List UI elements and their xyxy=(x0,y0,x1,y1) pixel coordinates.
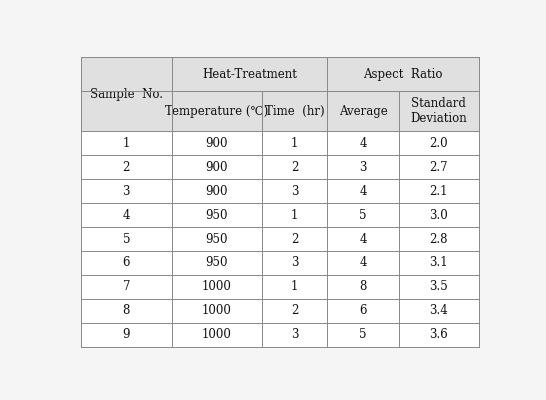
Bar xyxy=(81,275,479,299)
Text: 2: 2 xyxy=(291,304,299,317)
Text: 4: 4 xyxy=(359,185,367,198)
Text: 2: 2 xyxy=(291,161,299,174)
Text: Aspect  Ratio: Aspect Ratio xyxy=(363,68,443,81)
Text: 3: 3 xyxy=(291,256,299,270)
Text: 3.0: 3.0 xyxy=(430,209,448,222)
Text: 2.7: 2.7 xyxy=(430,161,448,174)
Bar xyxy=(81,179,479,203)
Bar xyxy=(81,203,479,227)
Bar xyxy=(81,227,479,251)
Text: 1000: 1000 xyxy=(202,328,232,341)
Text: 1: 1 xyxy=(291,280,299,294)
Text: Sample  No.: Sample No. xyxy=(90,88,163,101)
Text: Time  (hr): Time (hr) xyxy=(265,105,324,118)
Text: 2: 2 xyxy=(123,161,130,174)
Text: 7: 7 xyxy=(122,280,130,294)
Bar xyxy=(327,57,479,92)
Text: 3.4: 3.4 xyxy=(430,304,448,317)
Text: 1: 1 xyxy=(123,137,130,150)
Text: 2: 2 xyxy=(291,232,299,246)
Text: 2.8: 2.8 xyxy=(430,232,448,246)
Text: 6: 6 xyxy=(359,304,367,317)
Text: 4: 4 xyxy=(359,137,367,150)
Text: 950: 950 xyxy=(206,209,228,222)
Bar xyxy=(81,131,479,155)
Text: 5: 5 xyxy=(359,209,367,222)
Text: 950: 950 xyxy=(206,256,228,270)
Text: 4: 4 xyxy=(359,256,367,270)
Text: 3.5: 3.5 xyxy=(430,280,448,294)
Text: 5: 5 xyxy=(359,328,367,341)
Text: Average: Average xyxy=(339,105,388,118)
Text: 8: 8 xyxy=(123,304,130,317)
Text: 6: 6 xyxy=(122,256,130,270)
Text: Temperature (℃): Temperature (℃) xyxy=(165,105,269,118)
Text: 3: 3 xyxy=(359,161,367,174)
Text: 2.0: 2.0 xyxy=(430,137,448,150)
Bar xyxy=(171,92,262,131)
Text: 4: 4 xyxy=(122,209,130,222)
Bar xyxy=(81,299,479,323)
Text: 950: 950 xyxy=(206,232,228,246)
Bar xyxy=(81,155,479,179)
Bar xyxy=(81,251,479,275)
Text: Heat-Treatment: Heat-Treatment xyxy=(202,68,297,81)
Text: 900: 900 xyxy=(206,185,228,198)
Text: 9: 9 xyxy=(122,328,130,341)
Bar xyxy=(81,323,479,347)
Text: 1: 1 xyxy=(291,137,299,150)
Bar xyxy=(81,57,171,131)
Text: 1: 1 xyxy=(291,209,299,222)
Text: Standard
Deviation: Standard Deviation xyxy=(411,97,467,125)
Text: 2.1: 2.1 xyxy=(430,185,448,198)
Text: 4: 4 xyxy=(359,232,367,246)
Text: 1000: 1000 xyxy=(202,280,232,294)
Text: 3: 3 xyxy=(291,328,299,341)
Bar xyxy=(262,92,327,131)
Text: 1000: 1000 xyxy=(202,304,232,317)
Text: 3.6: 3.6 xyxy=(430,328,448,341)
Bar xyxy=(399,92,479,131)
Text: 3: 3 xyxy=(122,185,130,198)
Text: 5: 5 xyxy=(122,232,130,246)
Text: 900: 900 xyxy=(206,161,228,174)
Text: 8: 8 xyxy=(359,280,367,294)
Text: 3: 3 xyxy=(291,185,299,198)
Bar xyxy=(171,57,327,92)
Bar xyxy=(327,92,399,131)
Text: 3.1: 3.1 xyxy=(430,256,448,270)
Text: 900: 900 xyxy=(206,137,228,150)
